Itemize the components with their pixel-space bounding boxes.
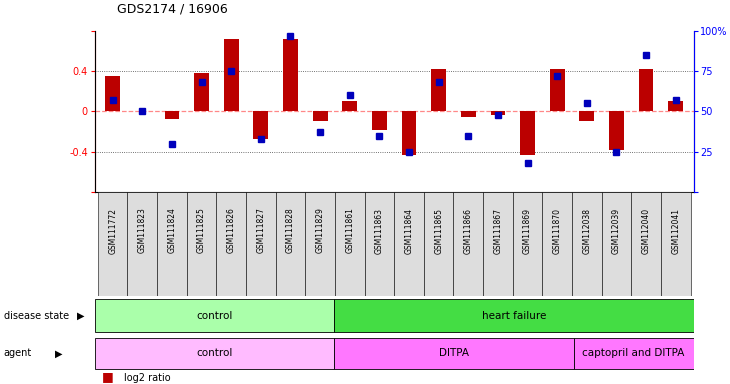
Text: GDS2174 / 16906: GDS2174 / 16906	[117, 2, 228, 15]
Bar	[224, 39, 239, 111]
Bar	[609, 111, 624, 150]
Bar	[394, 192, 424, 296]
Bar	[253, 111, 268, 139]
Text: GSM111865: GSM111865	[434, 208, 443, 253]
Bar	[572, 192, 602, 296]
Text: GSM112041: GSM112041	[671, 208, 680, 253]
Bar	[453, 192, 483, 296]
Bar	[491, 111, 505, 115]
Bar	[246, 192, 276, 296]
Bar	[342, 101, 357, 111]
Text: captopril and DITPA: captopril and DITPA	[583, 348, 685, 358]
Bar	[483, 192, 512, 296]
Bar	[276, 192, 305, 296]
Bar	[580, 111, 594, 121]
Bar	[194, 73, 209, 111]
Bar	[187, 192, 216, 296]
Bar	[334, 300, 694, 332]
Text: DITPA: DITPA	[439, 348, 469, 358]
Text: GSM112039: GSM112039	[612, 208, 621, 254]
Bar	[431, 69, 446, 111]
Bar	[95, 338, 334, 369]
Bar	[661, 192, 691, 296]
Text: GSM111823: GSM111823	[138, 208, 147, 253]
Bar	[512, 192, 542, 296]
Text: GSM111870: GSM111870	[553, 208, 561, 253]
Bar	[542, 192, 572, 296]
Bar	[424, 192, 453, 296]
Bar	[164, 111, 180, 119]
Text: GSM111829: GSM111829	[315, 208, 325, 253]
Bar	[550, 69, 564, 111]
Text: GSM111869: GSM111869	[523, 208, 532, 253]
Bar	[334, 338, 574, 369]
Text: GSM111866: GSM111866	[464, 208, 473, 253]
Bar	[305, 192, 335, 296]
Bar	[372, 111, 387, 129]
Text: control: control	[196, 348, 233, 358]
Text: log2 ratio: log2 ratio	[124, 373, 171, 383]
Text: heart failure: heart failure	[482, 311, 546, 321]
Text: ▶: ▶	[77, 311, 84, 321]
Bar	[312, 111, 328, 121]
Text: agent: agent	[4, 348, 32, 358]
Bar	[402, 111, 416, 155]
Bar	[98, 192, 128, 296]
Bar	[128, 192, 157, 296]
Bar	[461, 111, 476, 118]
Text: GSM111772: GSM111772	[108, 208, 118, 253]
Text: GSM111864: GSM111864	[404, 208, 413, 253]
Text: GSM111867: GSM111867	[493, 208, 502, 253]
Text: control: control	[196, 311, 233, 321]
Bar	[602, 192, 631, 296]
Bar	[105, 76, 120, 111]
Text: GSM111827: GSM111827	[256, 208, 265, 253]
Text: GSM111824: GSM111824	[167, 208, 177, 253]
Text: GSM111863: GSM111863	[375, 208, 384, 253]
Bar	[668, 101, 683, 111]
Text: GSM111828: GSM111828	[286, 208, 295, 253]
Bar	[639, 69, 653, 111]
Bar	[283, 39, 298, 111]
Text: disease state: disease state	[4, 311, 69, 321]
Text: GSM111861: GSM111861	[345, 208, 354, 253]
Bar	[216, 192, 246, 296]
Text: ▶: ▶	[55, 348, 62, 358]
Bar	[631, 192, 661, 296]
Text: GSM111825: GSM111825	[197, 208, 206, 253]
Bar	[335, 192, 364, 296]
Text: ■: ■	[102, 370, 114, 383]
Text: GSM111826: GSM111826	[227, 208, 236, 253]
Bar	[157, 192, 187, 296]
Text: GSM112040: GSM112040	[642, 208, 650, 254]
Bar	[364, 192, 394, 296]
Bar	[574, 338, 693, 369]
Bar	[95, 300, 334, 332]
Bar	[520, 111, 535, 155]
Text: GSM112038: GSM112038	[583, 208, 591, 253]
